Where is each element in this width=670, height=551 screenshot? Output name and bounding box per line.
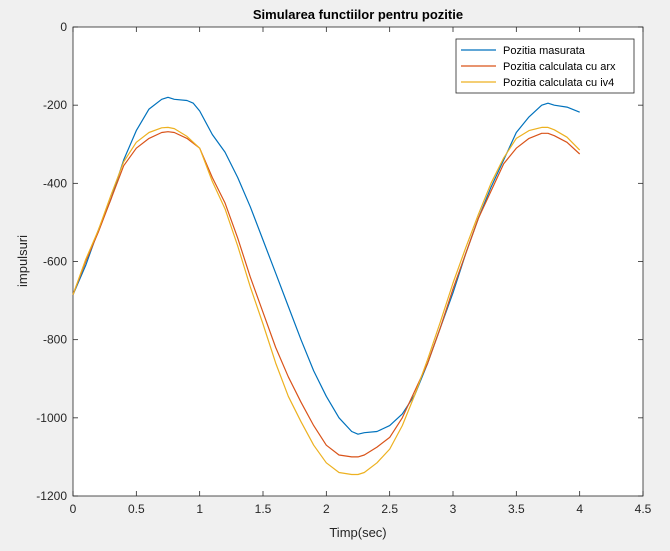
axis-ticks: 0 0.5 1 1.5 2 2.5 3 3.5 4 4.5 0 -200 -400 -600 -800 -10… (36, 20, 651, 516)
x-tick-label: 4.5 (635, 502, 652, 516)
series-line-1 (72, 96, 580, 435)
y-tick-label: -200 (43, 98, 67, 112)
y-tick-label: -1000 (36, 411, 67, 425)
x-tick-label: 0 (70, 502, 77, 516)
y-tick-label: -1200 (36, 489, 67, 503)
x-tick-label: 3 (450, 502, 457, 516)
x-tick-label: 1.5 (255, 502, 272, 516)
y-tick-label: 0 (60, 20, 67, 34)
x-tick-label: 1 (196, 502, 203, 516)
series-line-2 (72, 131, 581, 458)
legend-label: Pozitia calculata cu arx (503, 61, 616, 73)
series-lines (72, 96, 581, 476)
y-tick-label: -400 (43, 176, 67, 190)
x-tick-label: 3.5 (508, 502, 525, 516)
series-line-3 (72, 126, 581, 476)
legend-label: Pozitia masurata (503, 45, 586, 57)
axes-background (72, 26, 644, 497)
legend-label: Pozitia calculata cu iv4 (503, 77, 614, 89)
chart-title: Simularea functiilor pentru pozitie (253, 7, 463, 22)
x-tick-label: 2 (323, 502, 330, 516)
legend: Pozitia masurata Pozitia calculata cu arx… (455, 38, 635, 94)
y-tick-label: -800 (43, 333, 67, 347)
x-tick-label: 0.5 (128, 502, 145, 516)
x-axis-label: Timp(sec) (329, 525, 386, 540)
x-tick-label: 2.5 (381, 502, 398, 516)
y-tick-label: -600 (43, 255, 67, 269)
x-tick-label: 4 (576, 502, 583, 516)
y-axis-label: impulsuri (15, 235, 30, 287)
